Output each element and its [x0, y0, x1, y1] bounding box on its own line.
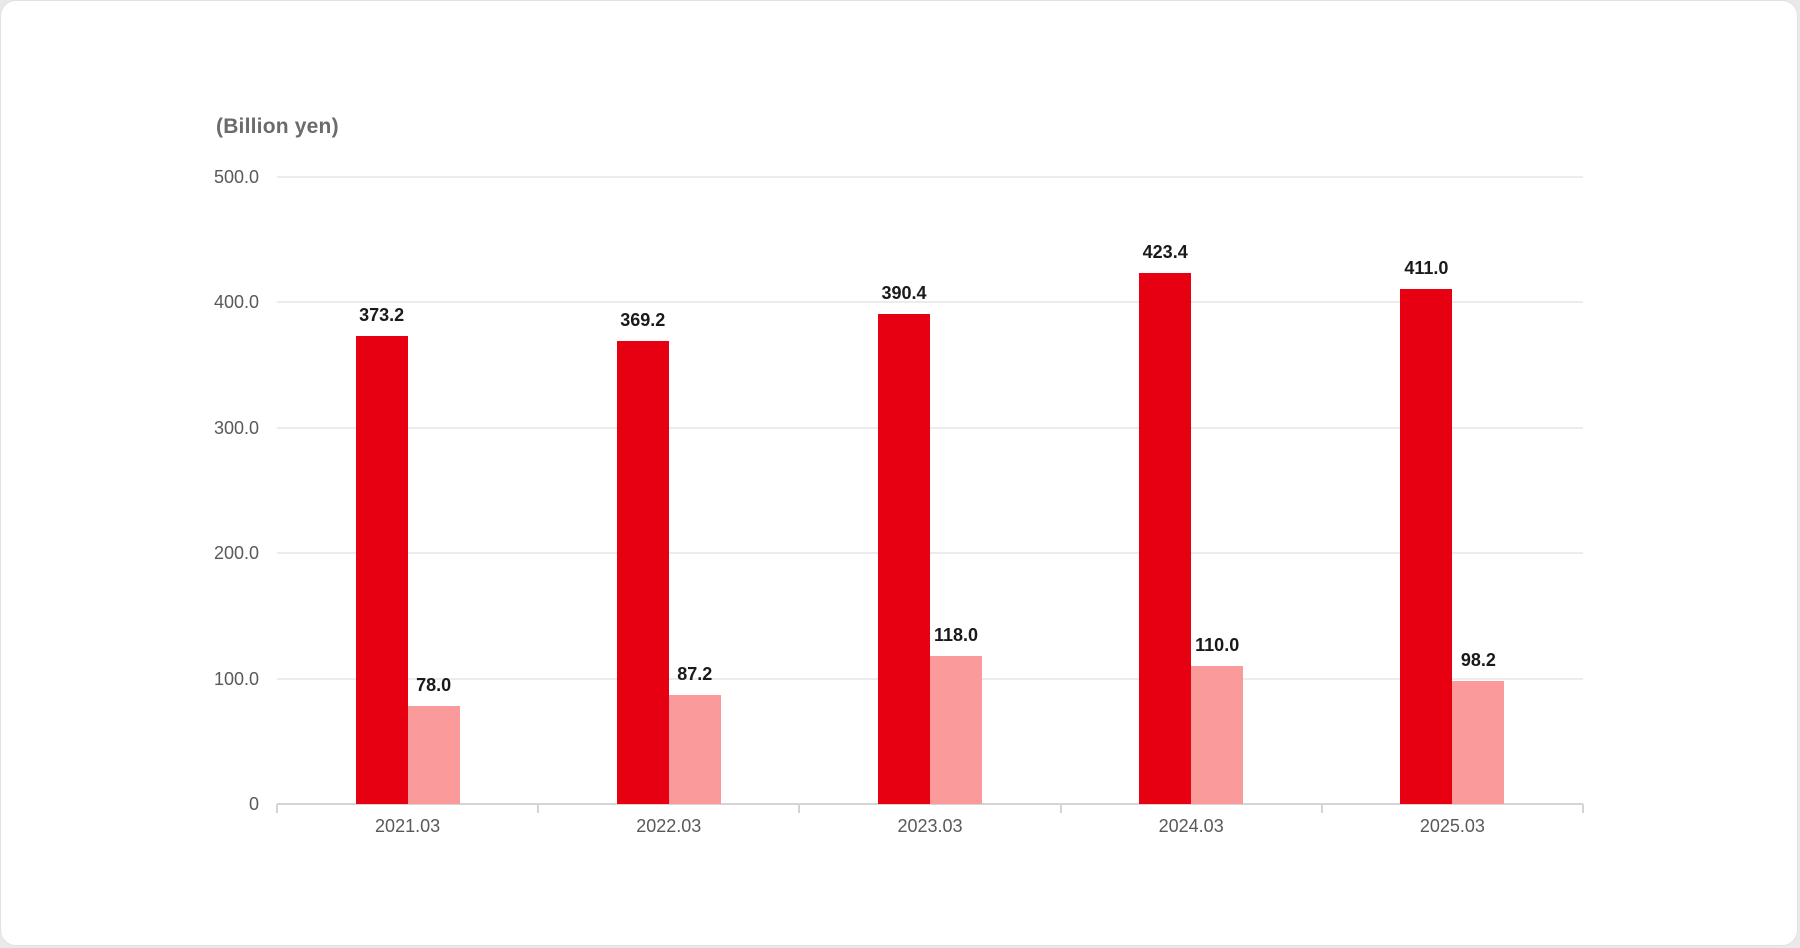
bar-value-label: 87.2 — [677, 663, 713, 684]
bar-value-label: 411.0 — [1404, 257, 1449, 278]
bar-value-label: 118.0 — [933, 625, 979, 646]
bar-series-2 — [1452, 680, 1505, 804]
x-axis-tick-label: 2025.03 — [1419, 816, 1485, 836]
gridline-400.0 — [277, 301, 1583, 304]
bar-value-label: 78.0 — [416, 675, 452, 696]
x-axis-line — [277, 803, 1583, 805]
bar-series-2 — [1191, 666, 1244, 804]
gridline-200.0 — [277, 552, 1583, 555]
gridline-300.0 — [277, 426, 1583, 429]
y-axis-tick-label: 0 — [248, 794, 259, 814]
bar-value-label: 373.2 — [359, 305, 405, 325]
bar-series-1 — [1400, 288, 1453, 804]
bar-series-2 — [668, 694, 721, 804]
bar-series-2 — [930, 656, 982, 804]
y-axis-unit-title: (Billion yen) — [216, 115, 339, 138]
bar-value-label: 110.0 — [1195, 635, 1240, 656]
bar-series-1 — [1139, 273, 1192, 804]
x-axis-tick-label: 2024.03 — [1158, 816, 1224, 836]
x-axis-tick — [798, 804, 801, 813]
y-axis-tick-label: 100.0 — [213, 668, 259, 689]
bar-value-label: 423.4 — [1142, 242, 1188, 263]
bar-series-1 — [616, 341, 669, 804]
x-axis-tick-label: 2021.03 — [375, 816, 441, 836]
x-axis-tick — [1059, 804, 1062, 813]
bar-value-label: 369.2 — [620, 310, 666, 331]
y-axis-tick-label: 200.0 — [213, 543, 259, 564]
x-axis-tick-label: 2023.03 — [897, 816, 963, 836]
y-axis-tick-label: 400.0 — [213, 292, 259, 313]
x-axis-tick — [276, 804, 278, 813]
bar-value-label: 390.4 — [881, 283, 927, 304]
bar-series-1 — [878, 314, 930, 804]
bar-series-1 — [355, 336, 408, 804]
x-axis-tick — [1320, 804, 1323, 813]
bar-series-2 — [407, 706, 460, 804]
y-axis-tick-label: 500.0 — [213, 167, 259, 187]
x-axis-tick — [1582, 804, 1584, 813]
x-axis-tick — [537, 804, 540, 813]
bar-value-label: 98.2 — [1460, 649, 1496, 670]
gridline-500.0 — [277, 176, 1583, 178]
x-axis-tick-label: 2022.03 — [636, 816, 702, 836]
y-axis-tick-label: 300.0 — [213, 417, 259, 438]
